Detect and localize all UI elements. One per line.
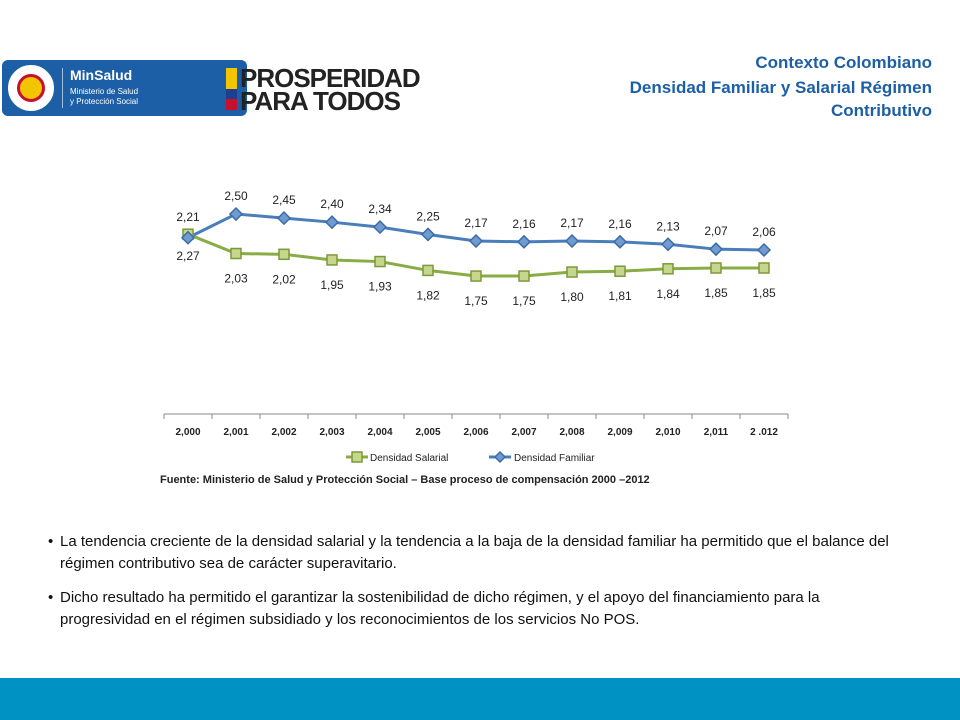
data-point-salarial (662, 263, 674, 275)
legend-label-familiar: Densidad Familiar (514, 453, 595, 464)
data-point-salarial (278, 248, 290, 261)
data-label-familiar: 2,16 (608, 217, 632, 231)
data-label-salarial: 1,95 (320, 278, 344, 292)
data-point-familiar (756, 242, 772, 258)
bullet-item: La tendencia creciente de la densidad sa… (48, 531, 908, 575)
data-label-familiar: 2,07 (704, 224, 728, 238)
data-label-familiar: 2,21 (176, 210, 200, 224)
footer-bar (0, 678, 960, 720)
data-label-salarial: 1,84 (656, 287, 680, 301)
x-tick-label: 2,006 (463, 427, 488, 438)
data-point-salarial (614, 265, 626, 277)
chart-source: Fuente: Ministerio de Salud y Protección… (160, 474, 650, 486)
prosperidad-line1: PROSPERIDAD (240, 63, 421, 93)
logo-divider (62, 68, 63, 108)
data-label-salarial: 1,82 (416, 288, 440, 302)
data-point-salarial (374, 255, 386, 268)
x-tick-label: 2,008 (559, 427, 584, 438)
data-point-familiar (276, 211, 292, 226)
data-point-salarial (326, 254, 338, 266)
x-tick-label: 2,010 (655, 427, 680, 438)
x-tick-label: 2,000 (175, 427, 200, 438)
x-tick-label: 2,009 (607, 427, 632, 438)
data-label-salarial: 1,75 (464, 294, 488, 308)
minsalud-title: MinSalud (70, 67, 133, 83)
data-label-familiar: 2,17 (560, 216, 584, 230)
data-point-salarial (758, 262, 770, 274)
minsalud-line1: Ministerio de Salud (70, 87, 139, 96)
data-label-salarial: 2,02 (272, 272, 296, 286)
data-label-familiar: 2,34 (368, 202, 392, 216)
data-point-familiar (468, 233, 484, 249)
data-point-salarial (566, 266, 578, 278)
data-point-familiar (180, 230, 196, 245)
data-point-familiar (516, 234, 532, 249)
data-point-salarial (518, 270, 530, 282)
data-point-familiar (612, 234, 628, 249)
x-tick-label: 2,007 (511, 427, 536, 438)
data-label-salarial: 1,75 (512, 294, 536, 308)
density-line-chart: 2,000 2,001 2,002 2,003 2,004 2,005 2,006 2,007… (163, 189, 789, 464)
data-label-familiar: 2,25 (416, 209, 440, 223)
data-label-familiar: 2,17 (464, 216, 488, 230)
page-title-line2: Densidad Familiar y Salarial Régimen (629, 78, 932, 97)
x-tick-label: 2,004 (367, 427, 392, 438)
data-label-salarial: 1,81 (608, 289, 632, 303)
colombia-crest-icon (6, 63, 56, 113)
x-tick-label: 2,002 (271, 427, 296, 438)
x-tick-label: 2,003 (319, 427, 344, 438)
data-label-familiar: 2,45 (272, 193, 296, 207)
legend-label-salarial: Densidad Salarial (370, 453, 448, 464)
data-label-salarial: 1,85 (704, 286, 728, 300)
data-label-familiar: 2,06 (752, 225, 776, 239)
data-point-familiar (324, 215, 340, 230)
data-point-familiar (420, 227, 436, 242)
x-tick-label: 2 .012 (750, 427, 778, 438)
page-title-line1: Contexto Colombiano (755, 53, 932, 72)
data-point-familiar (228, 206, 244, 222)
data-point-salarial (470, 270, 482, 282)
data-point-salarial (710, 262, 722, 274)
data-point-salarial (230, 247, 242, 260)
data-label-familiar: 2,16 (512, 217, 536, 231)
data-label-salarial: 1,80 (560, 290, 584, 304)
legend-marker-familiar (493, 450, 507, 464)
data-label-salarial: 2,27 (176, 249, 200, 263)
bullet-item: Dicho resultado ha permitido el garantiz… (48, 587, 908, 631)
data-label-salarial: 1,85 (752, 286, 776, 300)
legend-marker-salarial (351, 451, 363, 463)
data-label-salarial: 1,93 (368, 280, 392, 294)
data-point-familiar (708, 242, 724, 257)
x-tick-label: 2,011 (704, 427, 729, 438)
prosperidad-line2: PARA TODOS (240, 86, 401, 116)
page-title-line3: Contributivo (830, 101, 932, 120)
x-tick-label: 2,005 (415, 427, 440, 438)
data-point-familiar (660, 237, 676, 252)
data-point-familiar (564, 233, 580, 249)
minsalud-line2: y Protección Social (70, 97, 139, 106)
data-label-familiar: 2,13 (656, 219, 680, 233)
bullet-list: La tendencia creciente de la densidad sa… (48, 531, 908, 643)
data-point-salarial (422, 264, 434, 277)
data-label-familiar: 2,50 (224, 189, 248, 203)
data-label-familiar: 2,40 (320, 197, 344, 211)
data-label-salarial: 2,03 (224, 272, 248, 286)
x-tick-label: 2,001 (223, 427, 248, 438)
minsalud-logo: MinSalud Ministerio de Salud y Protecció… (2, 60, 247, 116)
colombia-flag-icon (226, 68, 237, 110)
data-point-familiar (372, 220, 388, 235)
